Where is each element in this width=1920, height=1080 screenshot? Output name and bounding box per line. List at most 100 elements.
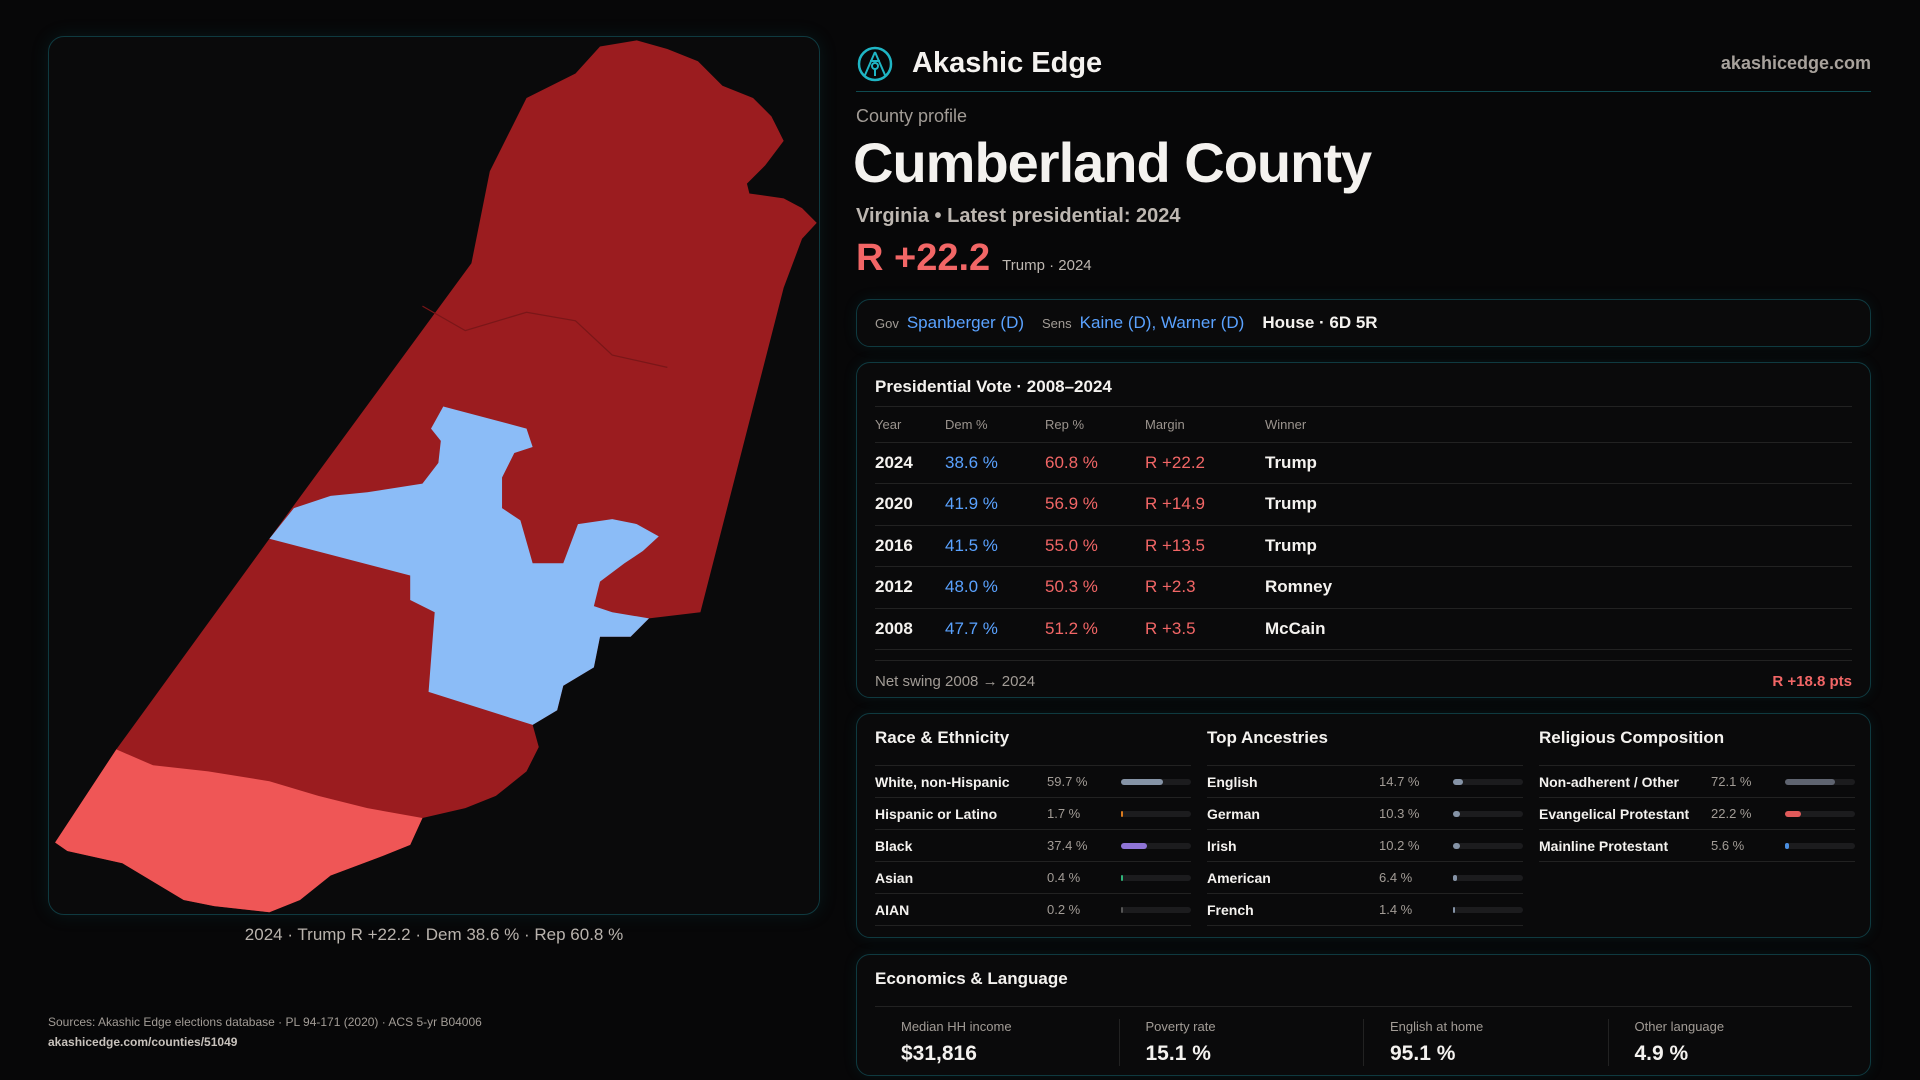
item-bar-fill — [1121, 778, 1163, 785]
eyebrow: County profile — [856, 106, 968, 126]
senators[interactable]: Kaine (D), Warner (D) — [1079, 313, 1245, 332]
margin-cell: R +14.9 — [1145, 483, 1265, 526]
item-bar — [1453, 778, 1523, 785]
list-item: White, non-Hispanic 59.7 % — [875, 766, 1191, 798]
stats-row: Median HH income $31,816 Poverty rate 15.1 … — [875, 1019, 1852, 1066]
governor[interactable]: Spanberger (D) — [906, 313, 1025, 332]
item-bar-fill — [1121, 810, 1123, 817]
item-bar-fill — [1785, 778, 1836, 785]
year-cell: 2020 — [875, 483, 945, 526]
item-bar-fill — [1453, 906, 1455, 913]
item-label: German — [1207, 805, 1260, 822]
item-value: 1.7 % — [1047, 806, 1081, 821]
sens-label: Sens — [1042, 315, 1072, 331]
section-title: Race & Ethnicity — [875, 728, 1191, 766]
column-header: Year — [875, 407, 945, 443]
margin-note: Trump · 2024 — [1002, 257, 1092, 274]
swing-label: Net swing 2008 → 2024 — [875, 673, 1036, 690]
rep-cell: 51.2 % — [1045, 608, 1145, 650]
footer: Sources: Akashic Edge elections database… — [48, 1012, 820, 1052]
margin-headline: R +22.2 — [856, 237, 991, 279]
item-bar — [1121, 810, 1191, 817]
stat-label: Other language — [1634, 1019, 1725, 1034]
item-label: White, non-Hispanic — [875, 773, 1010, 790]
item-bar-fill — [1121, 906, 1123, 913]
demographics-card: Race & Ethnicity White, non-Hispanic 59.7 … — [856, 713, 1871, 938]
item-bar-fill — [1785, 810, 1801, 817]
card-title: Economics & Language — [875, 969, 1852, 1007]
section-title: Religious Composition — [1539, 728, 1855, 766]
compass-key-emblem-icon — [857, 46, 893, 81]
gov-label: Gov — [875, 315, 899, 331]
item-value: 22.2 % — [1711, 806, 1752, 821]
list-item: Asian 0.4 % — [875, 862, 1191, 894]
list-item: French 1.4 % — [1207, 894, 1523, 926]
stat-value: $31,816 — [901, 1042, 977, 1065]
year-cell: 2024 — [875, 442, 945, 484]
item-bar — [1453, 842, 1523, 849]
presidential-table: Year Dem % Rep % Margin Winner 2024 38.6 % 60.… — [875, 407, 1852, 650]
stat-block: Median HH income $31,816 — [875, 1019, 1119, 1066]
item-bar — [1121, 778, 1191, 785]
list-item: Evangelical Protestant 22.2 % — [1539, 798, 1855, 830]
ancestry-section: Top Ancestries English 14.7 % German 10.3 % I… — [1207, 728, 1523, 926]
table-row: 2008 47.7 % 51.2 % R +3.5 McCain — [875, 608, 1852, 650]
item-label: AIAN — [875, 901, 910, 918]
margin-summary: R +22.2 Trump · 2024 — [856, 237, 1092, 280]
stat-block: Poverty rate 15.1 % — [1118, 1019, 1364, 1066]
item-bar-fill — [1121, 874, 1123, 881]
item-value: 14.7 % — [1379, 774, 1420, 789]
swing-value: R +18.8 pts — [1772, 673, 1852, 690]
item-bar — [1121, 906, 1191, 913]
dem-cell: 41.5 % — [945, 525, 1045, 567]
margin-cell: R +2.3 — [1145, 566, 1265, 609]
list-item: AIAN 0.2 % — [875, 894, 1191, 926]
item-value: 0.4 % — [1047, 870, 1081, 885]
dem-cell: 47.7 % — [945, 608, 1045, 650]
rep-cell: 60.8 % — [1045, 442, 1145, 484]
margin-cell: R +3.5 — [1145, 608, 1265, 650]
table-row: 2012 48.0 % 50.3 % R +2.3 Romney — [875, 566, 1852, 609]
county-map-panel[interactable] — [48, 36, 820, 915]
item-bar-fill — [1121, 842, 1148, 849]
item-label: Black — [875, 837, 913, 854]
item-value: 6.4 % — [1379, 870, 1413, 885]
table-row: 2016 41.5 % 55.0 % R +13.5 Trump — [875, 525, 1852, 567]
dem-cell: 41.9 % — [945, 483, 1045, 526]
winner-cell: Trump — [1265, 442, 1852, 484]
rep-cell: 55.0 % — [1045, 525, 1145, 567]
item-value: 72.1 % — [1711, 774, 1752, 789]
item-label: Non-adherent / Other — [1539, 773, 1680, 790]
page-title: Cumberland County — [853, 131, 1372, 194]
stat-label: Median HH income — [901, 1019, 1012, 1034]
dem-cell: 48.0 % — [945, 566, 1045, 609]
rep-cell: 56.9 % — [1045, 483, 1145, 526]
item-value: 5.6 % — [1711, 838, 1745, 853]
item-value: 10.3 % — [1379, 806, 1420, 821]
winner-cell: Trump — [1265, 483, 1852, 526]
year-cell: 2016 — [875, 525, 945, 567]
stat-label: English at home — [1390, 1019, 1484, 1034]
dem-cell: 38.6 % — [945, 442, 1045, 484]
table-row: 2020 41.9 % 56.9 % R +14.9 Trump — [875, 483, 1852, 526]
site-link[interactable]: akashicedge.com — [1720, 53, 1871, 73]
column-header: Margin — [1145, 407, 1265, 443]
item-bar — [1121, 842, 1191, 849]
item-label: Irish — [1207, 837, 1237, 854]
sources-text: Sources: Akashic Edge elections database… — [48, 1015, 482, 1029]
item-bar-fill — [1785, 842, 1789, 849]
leaders-bar: Gov Spanberger (D) Sens Kaine (D), Warne… — [856, 299, 1871, 347]
item-label: Mainline Protestant — [1539, 837, 1669, 854]
year-cell: 2012 — [875, 566, 945, 609]
item-value: 1.4 % — [1379, 902, 1413, 917]
item-label: Hispanic or Latino — [875, 805, 998, 822]
item-bar — [1785, 842, 1855, 849]
item-value: 10.2 % — [1379, 838, 1420, 853]
margin-cell: R +22.2 — [1145, 442, 1265, 484]
list-item: Mainline Protestant 5.6 % — [1539, 830, 1855, 862]
page-url[interactable]: akashicedge.com/counties/51049 — [48, 1035, 238, 1049]
house-delegation: House · 6D 5R — [1262, 313, 1378, 332]
winner-cell: Romney — [1265, 566, 1852, 609]
stat-value: 15.1 % — [1145, 1042, 1211, 1065]
item-bar — [1785, 778, 1855, 785]
